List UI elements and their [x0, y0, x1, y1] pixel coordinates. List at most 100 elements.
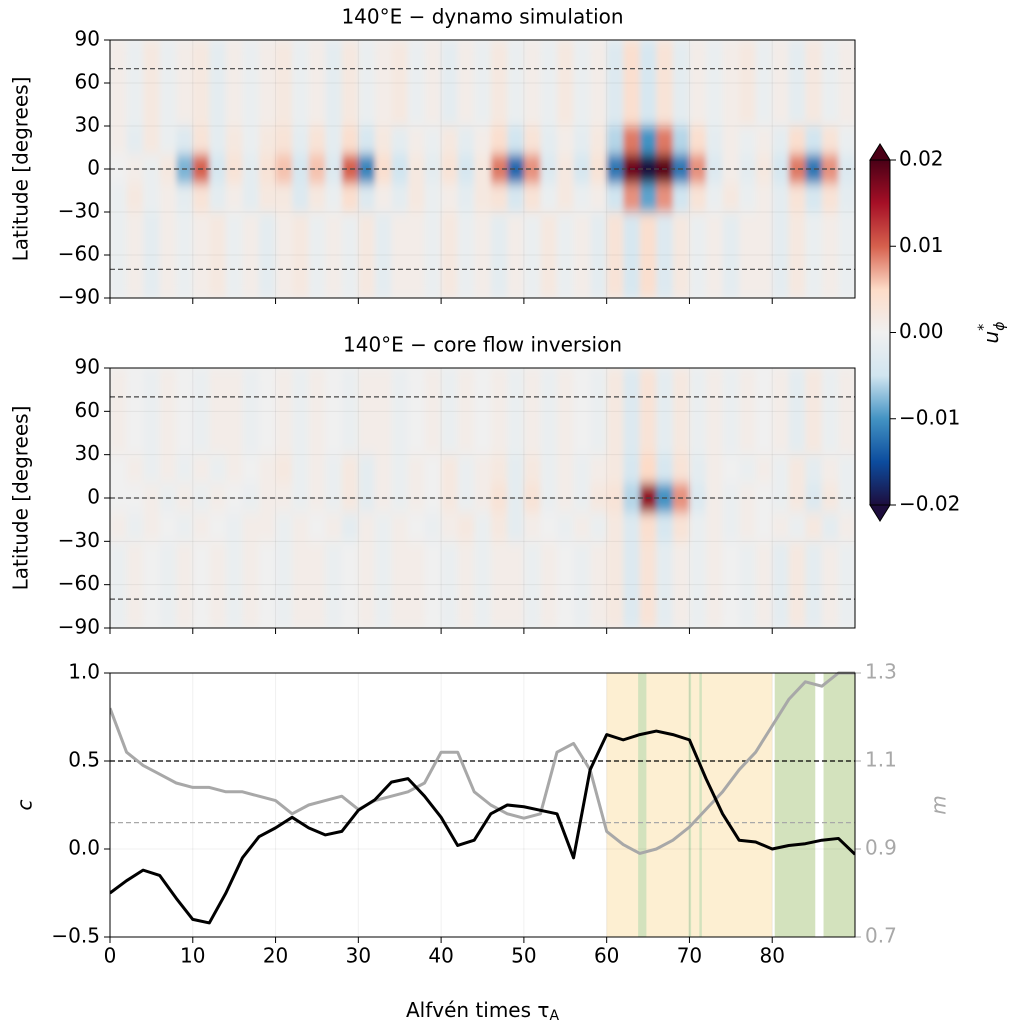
heatmap-cell: [110, 183, 128, 213]
heatmap-cell: [159, 368, 177, 456]
panel-title: 140°E − core flow inversion: [343, 333, 622, 357]
heatmap-cell: [623, 512, 641, 542]
heatmap-cell: [325, 183, 343, 213]
heatmap-cell: [192, 368, 210, 456]
y-tick-label: 60: [75, 70, 100, 94]
heatmap-cell: [540, 40, 558, 127]
heatmap-cell: [772, 183, 790, 213]
heatmap-cell: [838, 541, 855, 628]
heatmap-cell: [821, 126, 839, 156]
heatmap-cell: [474, 512, 492, 542]
heatmap-cell: [159, 541, 177, 628]
heatmap-cell: [143, 40, 161, 127]
heatmap-cell: [606, 126, 624, 156]
heatmap-cell: [656, 454, 674, 485]
heatmap-cell: [590, 183, 608, 213]
heatmap-cell: [126, 212, 144, 298]
heatmap-cell: [441, 368, 459, 456]
heatmap-cell: [209, 512, 227, 542]
heatmap-cell: [772, 212, 790, 298]
heatmap-cell: [242, 512, 260, 542]
heatmap-cell: [557, 212, 575, 298]
heatmap-cell: [805, 483, 823, 513]
heatmap-cell: [176, 454, 194, 485]
colorbar-extend-bottom: [869, 504, 891, 522]
heatmap-cell: [821, 454, 839, 485]
heatmap-cell: [739, 183, 757, 213]
heatmap-cell: [474, 212, 492, 298]
heatmap-cell: [474, 368, 492, 456]
heatmap-cell: [325, 512, 343, 542]
colorbar-tick-label: −0.01: [899, 405, 960, 429]
heatmap-cell: [325, 212, 343, 298]
heatmap-cell: [341, 541, 359, 628]
heatmap-cell: [242, 126, 260, 156]
y-tick-label: 60: [75, 398, 100, 422]
heatmap-cell: [424, 40, 442, 127]
heatmap-cell: [772, 454, 790, 485]
heatmap-cell: [656, 541, 674, 628]
heatmap-cell: [143, 512, 161, 542]
colorbar: [870, 160, 890, 505]
heatmap-cell: [623, 212, 641, 298]
heatmap-cell: [292, 512, 310, 542]
heatmap-cell: [656, 512, 674, 542]
heatmap-cell: [242, 40, 260, 127]
heatmap-cell: [159, 212, 177, 298]
x-tick-label: 0: [104, 944, 117, 968]
x-tick-label: 80: [759, 944, 784, 968]
heatmap-cell: [192, 512, 210, 542]
heatmap-cell: [722, 126, 740, 156]
heatmap-cell: [490, 512, 508, 542]
heatmap-cell: [424, 368, 442, 456]
heatmap-cell: [259, 212, 277, 298]
heatmap-cell: [821, 541, 839, 628]
heatmap-cell: [490, 183, 508, 213]
heatmap-cell: [225, 126, 243, 156]
heatmap-cell: [772, 541, 790, 628]
heatmap-cell: [441, 212, 459, 298]
heatmap-cell: [391, 454, 409, 485]
colorbar-label-base: u: [979, 331, 1003, 344]
heatmap-cell: [209, 40, 227, 127]
heatmap-cell: [209, 183, 227, 213]
heatmap-cell: [639, 541, 657, 628]
heatmap-cell: [292, 541, 310, 628]
heatmap-cell: [325, 368, 343, 456]
heatmap-cell: [788, 126, 806, 156]
heatmap-cell: [192, 183, 210, 213]
heatmap-cell: [557, 454, 575, 485]
heatmap-cell: [209, 368, 227, 456]
heatmap-cell: [308, 368, 326, 456]
heatmap-cell: [507, 541, 525, 628]
heatmap-cell: [606, 368, 624, 456]
heatmap-cell: [391, 541, 409, 628]
heatmap-cell: [573, 126, 591, 156]
heatmap-cell: [126, 40, 144, 127]
heatmap-cell: [805, 368, 823, 456]
heatmap-cell: [275, 212, 293, 298]
heatmap-cell: [672, 512, 690, 542]
heatmap-cell: [557, 40, 575, 127]
heatmap-cell: [275, 154, 293, 184]
heatmap-cell: [159, 126, 177, 156]
heatmap-cell: [143, 368, 161, 456]
heatmap-cell: [838, 183, 855, 213]
heatmap-cell: [490, 454, 508, 485]
heatmap-cell: [341, 512, 359, 542]
heatmap-cell: [126, 368, 144, 456]
heatmap-cell: [308, 183, 326, 213]
colorbar-tick-label: −0.02: [899, 492, 960, 516]
colorbar-tick-label: 0.00: [899, 319, 944, 343]
heatmap-cell: [523, 126, 541, 156]
heatmap-cell: [523, 512, 541, 542]
heatmap-cell: [374, 454, 392, 485]
heatmap-cell: [722, 212, 740, 298]
heatmap-cell: [490, 483, 508, 513]
heatmap-cell: [143, 212, 161, 298]
heatmap-cell: [606, 40, 624, 127]
heatmap-cell: [755, 541, 773, 628]
heatmap-cell: [259, 368, 277, 456]
heatmap-cell: [490, 154, 508, 184]
